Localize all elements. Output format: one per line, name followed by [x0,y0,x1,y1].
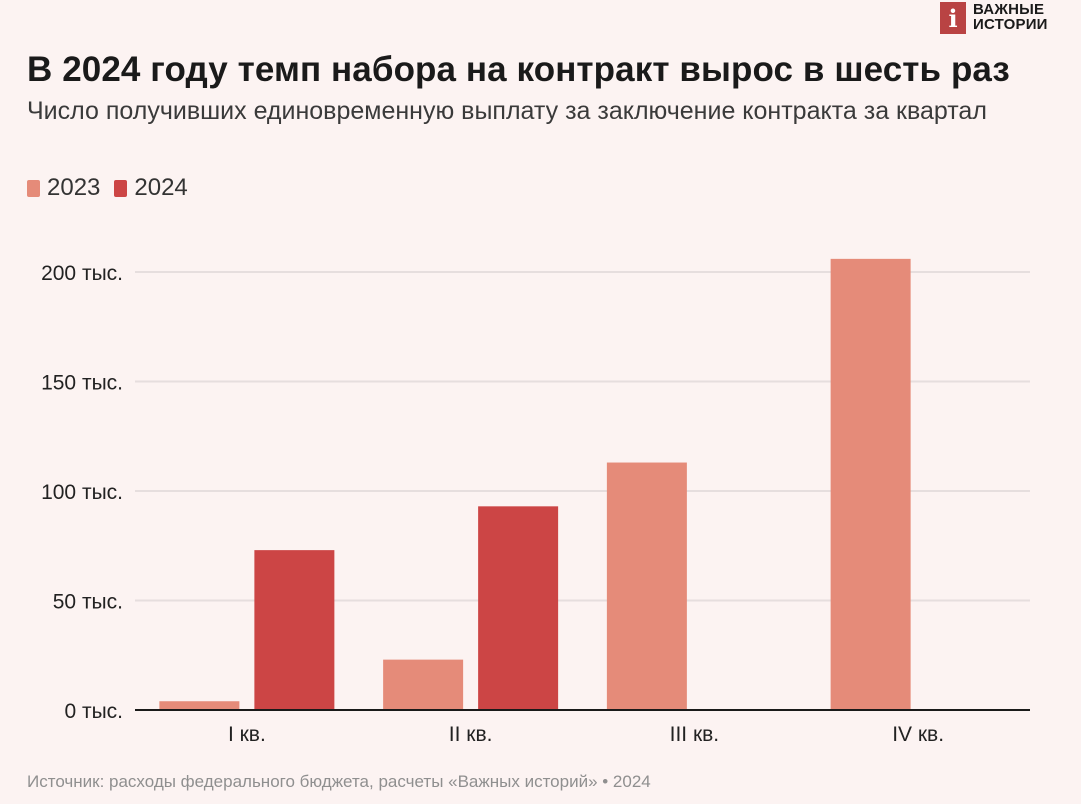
x-tick-label: IV кв. [892,723,944,746]
legend-swatch-2024 [114,179,128,197]
bar-2023 [159,701,240,710]
y-tick-label: 150 тыс. [41,372,123,395]
brand-logo-icon: i [940,2,966,34]
brand-name: ВАЖНЫЕ ИСТОРИИ [973,2,1048,32]
y-tick-label: 50 тыс. [53,591,123,614]
chart-subtitle: Число получивших единовременную выплату … [27,97,987,125]
brand-name-line2: ИСТОРИИ [973,16,1048,33]
legend-label-2024: 2024 [134,174,188,201]
legend-item-2024: 2024 [114,174,188,202]
x-tick-label: III кв. [670,723,720,746]
legend: 2023 2024 [27,174,202,202]
brand-name-line1: ВАЖНЫЕ [973,1,1045,18]
x-tick-label: I кв. [228,723,266,746]
y-tick-label: 100 тыс. [41,481,123,504]
legend-label-2023: 2023 [47,174,101,201]
bar-2024 [254,550,335,710]
chart-title: В 2024 году темп набора на контракт выро… [27,50,1010,89]
bar-2023 [830,258,911,710]
y-tick-label: 0 тыс. [64,700,123,723]
legend-swatch-2023 [27,179,40,197]
source-note: Источник: расходы федерального бюджета, … [27,772,651,791]
bar-2023 [383,659,464,710]
x-tick-label: II кв. [449,723,493,746]
y-tick-label: 200 тыс. [41,262,123,285]
bar-2023 [606,462,687,710]
bar-2024 [478,506,559,710]
brand-logo: i ВАЖНЫЕ ИСТОРИИ [940,2,1048,34]
legend-item-2023: 2023 [27,174,100,202]
